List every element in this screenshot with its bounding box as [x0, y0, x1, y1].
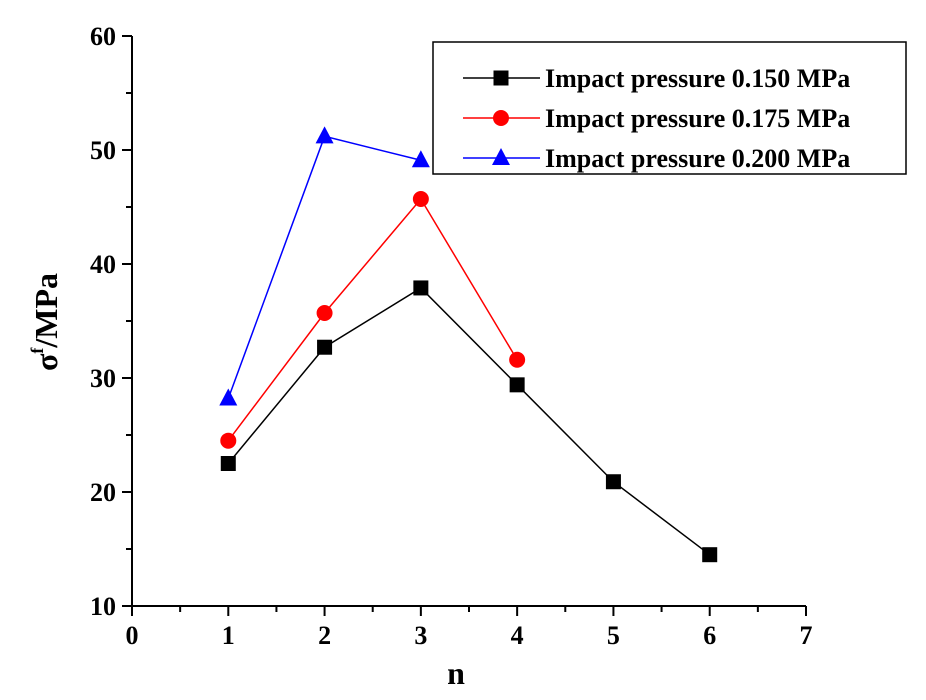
data-point-series-1 — [413, 280, 429, 296]
data-point-series-1 — [317, 339, 333, 355]
data-point-series-3 — [411, 150, 430, 168]
y-tick-label: 10 — [90, 592, 116, 621]
legend-marker — [493, 110, 509, 126]
data-point-series-1 — [220, 456, 236, 471]
y-tick-label: 60 — [90, 22, 116, 51]
data-point-series-2 — [412, 191, 429, 208]
series-line-3 — [227, 135, 422, 399]
y-ticks: 10 20 30 40 50 60 — [90, 22, 132, 621]
x-tick-label: 0 — [126, 621, 139, 650]
y-axis-title-symbol: σ — [28, 353, 64, 371]
data-point-series-1 — [509, 377, 525, 393]
x-tick-label: 5 — [607, 621, 620, 650]
y-tick-label: 30 — [90, 364, 116, 393]
series-markers — [219, 126, 718, 563]
y-axis-title-unit: /MPa — [28, 273, 64, 349]
x-tick-label: 3 — [414, 621, 427, 650]
y-axis-title: σf/MPa — [27, 273, 64, 371]
y-tick-label: 40 — [90, 250, 116, 279]
legend-marker — [493, 70, 509, 86]
series-line-1 — [227, 286, 711, 556]
data-point-series-3 — [219, 388, 238, 406]
legend: Impact pressure 0.150 MPa Impact pressure… — [432, 41, 907, 175]
data-point-series-1 — [605, 474, 621, 490]
y-tick-label: 20 — [90, 478, 116, 507]
data-point-series-1 — [702, 547, 718, 563]
x-tick-label: 1 — [222, 621, 235, 650]
x-tick-label: 7 — [800, 621, 813, 650]
y-axis-title-superscript: f — [27, 347, 47, 354]
series-lines — [227, 135, 711, 556]
legend-label: Impact pressure 0.150 MPa — [545, 64, 850, 93]
legend-label: Impact pressure 0.175 MPa — [545, 104, 850, 133]
x-tick-label: 2 — [318, 621, 331, 650]
data-point-series-3 — [315, 126, 334, 144]
x-ticks: 0 1 2 3 4 5 6 7 — [126, 606, 813, 650]
legend-item-3: Impact pressure 0.200 MPa — [463, 144, 850, 173]
data-point-series-2 — [509, 351, 526, 368]
data-point-series-2 — [220, 432, 237, 449]
legend-marker — [492, 148, 510, 165]
legend-box — [432, 41, 907, 175]
legend-label: Impact pressure 0.200 MPa — [545, 144, 850, 173]
legend-item-2: Impact pressure 0.175 MPa — [463, 104, 850, 133]
series-line-2 — [227, 197, 518, 442]
y-tick-label: 50 — [90, 136, 116, 165]
legend-item-1: Impact pressure 0.150 MPa — [463, 64, 850, 93]
legend-items: Impact pressure 0.150 MPa Impact pressure… — [463, 64, 850, 173]
data-point-series-2 — [316, 305, 333, 322]
x-tick-label: 4 — [511, 621, 524, 650]
x-tick-label: 6 — [703, 621, 716, 650]
x-axis-title: n — [447, 655, 465, 691]
